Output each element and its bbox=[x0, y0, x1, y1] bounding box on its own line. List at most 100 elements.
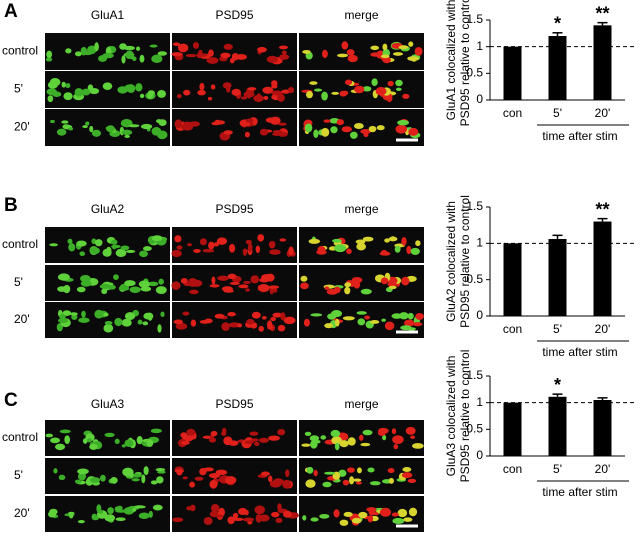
puncta bbox=[309, 81, 318, 85]
puncta bbox=[146, 439, 154, 447]
puncta bbox=[370, 319, 380, 324]
y-tick-label: 0.5 bbox=[466, 422, 483, 436]
puncta bbox=[151, 235, 163, 242]
puncta bbox=[173, 319, 184, 325]
puncta bbox=[223, 130, 233, 135]
puncta bbox=[398, 45, 409, 50]
puncta bbox=[208, 241, 215, 250]
micrograph bbox=[45, 458, 170, 494]
puncta bbox=[302, 515, 307, 521]
puncta bbox=[391, 428, 397, 435]
puncta bbox=[388, 236, 398, 242]
puncta bbox=[171, 52, 183, 57]
x-axis-label: time after stim bbox=[542, 345, 617, 359]
puncta bbox=[114, 506, 121, 512]
panel-letter: A bbox=[4, 1, 18, 22]
puncta bbox=[412, 322, 423, 327]
puncta bbox=[101, 288, 108, 295]
puncta bbox=[183, 89, 191, 96]
puncta bbox=[176, 93, 182, 99]
puncta bbox=[324, 323, 334, 329]
puncta bbox=[356, 467, 362, 474]
puncta bbox=[388, 285, 397, 290]
puncta bbox=[131, 473, 143, 478]
row-label: control bbox=[2, 237, 38, 251]
puncta bbox=[308, 238, 321, 244]
puncta bbox=[223, 43, 233, 50]
puncta bbox=[94, 239, 103, 247]
y-axis-label: PSD95 relative to control bbox=[458, 350, 472, 483]
puncta bbox=[394, 245, 401, 253]
puncta bbox=[231, 88, 241, 96]
puncta bbox=[393, 438, 403, 442]
row-label: 20' bbox=[14, 120, 30, 134]
puncta bbox=[155, 286, 167, 295]
puncta bbox=[360, 288, 372, 295]
puncta bbox=[258, 437, 269, 443]
puncta bbox=[306, 91, 313, 99]
puncta bbox=[204, 318, 213, 324]
column-label: PSD95 bbox=[215, 202, 253, 216]
puncta bbox=[232, 517, 244, 521]
puncta bbox=[303, 318, 310, 327]
puncta bbox=[314, 88, 323, 92]
puncta bbox=[386, 93, 393, 103]
panel-letter: B bbox=[4, 195, 18, 216]
puncta bbox=[337, 53, 349, 58]
puncta bbox=[225, 476, 237, 485]
puncta bbox=[79, 251, 86, 256]
puncta bbox=[138, 512, 150, 519]
puncta bbox=[147, 281, 159, 287]
puncta bbox=[140, 286, 152, 292]
puncta bbox=[310, 517, 319, 522]
puncta bbox=[107, 507, 114, 515]
puncta bbox=[210, 430, 218, 437]
puncta bbox=[380, 54, 390, 59]
puncta bbox=[331, 310, 343, 318]
puncta bbox=[107, 284, 116, 290]
puncta bbox=[172, 42, 181, 46]
puncta bbox=[57, 318, 69, 324]
puncta bbox=[368, 125, 377, 133]
puncta bbox=[64, 435, 70, 444]
puncta bbox=[391, 512, 399, 517]
puncta bbox=[71, 314, 78, 320]
y-tick-label: 1.5 bbox=[466, 199, 483, 213]
puncta bbox=[275, 517, 283, 524]
puncta bbox=[339, 519, 349, 526]
puncta bbox=[343, 511, 353, 517]
puncta bbox=[171, 249, 182, 258]
puncta bbox=[229, 57, 235, 64]
x-tick-label: 5' bbox=[553, 322, 562, 336]
puncta bbox=[156, 130, 168, 140]
puncta bbox=[156, 476, 164, 484]
puncta bbox=[392, 517, 405, 525]
puncta bbox=[78, 317, 90, 323]
puncta bbox=[320, 435, 327, 440]
puncta bbox=[150, 480, 158, 485]
puncta bbox=[359, 434, 364, 441]
puncta bbox=[199, 238, 207, 246]
y-tick-label: 1 bbox=[476, 236, 483, 250]
puncta bbox=[237, 323, 243, 328]
puncta bbox=[279, 238, 287, 242]
puncta bbox=[94, 42, 99, 52]
puncta bbox=[104, 432, 115, 438]
puncta bbox=[240, 96, 248, 100]
puncta bbox=[57, 273, 70, 281]
puncta bbox=[175, 322, 188, 330]
puncta bbox=[81, 310, 86, 318]
significance: ** bbox=[595, 199, 609, 219]
puncta bbox=[257, 46, 267, 53]
puncta bbox=[89, 125, 94, 133]
bar bbox=[503, 402, 522, 456]
puncta bbox=[210, 503, 220, 513]
bar bbox=[548, 396, 567, 456]
puncta bbox=[74, 88, 83, 97]
puncta bbox=[110, 476, 118, 484]
puncta bbox=[263, 95, 269, 101]
puncta bbox=[193, 249, 201, 254]
puncta bbox=[121, 129, 133, 136]
puncta bbox=[408, 507, 418, 517]
puncta bbox=[113, 274, 119, 280]
